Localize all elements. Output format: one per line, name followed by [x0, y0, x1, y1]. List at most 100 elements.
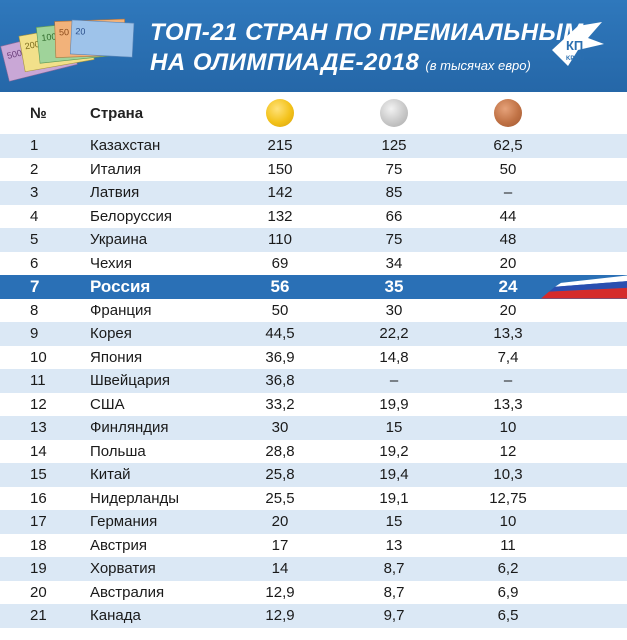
- gold-cell: 25,8: [265, 466, 295, 483]
- gold-cell: 17: [271, 536, 289, 554]
- rank-cell: 7: [30, 277, 40, 296]
- table-row: 14 Польша 28,8 19,2 12: [0, 439, 627, 463]
- country-cell: США: [90, 395, 125, 413]
- logo-text: КП: [566, 38, 583, 53]
- table-row: 21 Канада 12,9 9,7 6,5: [0, 604, 627, 628]
- country-cell: Италия: [90, 160, 142, 178]
- rank-cell: 15: [30, 466, 47, 483]
- silver-cell: 66: [385, 207, 403, 225]
- banknote-label: 50: [59, 27, 69, 37]
- silver-cell: 30: [385, 301, 403, 319]
- table-row: 4 Белоруссия 132 66 44: [0, 204, 627, 228]
- bronze-cell: 20: [499, 301, 517, 319]
- rank-cell: 2: [30, 160, 39, 178]
- gold-cell: 56: [270, 277, 290, 296]
- bronze-cell: 50: [499, 160, 517, 178]
- bronze-cell: 24: [498, 277, 518, 296]
- silver-cell: 15: [385, 419, 403, 436]
- country-cell: Австрия: [90, 536, 148, 554]
- rank-cell: 12: [30, 395, 47, 413]
- rank-cell: 6: [30, 254, 39, 272]
- silver-cell: 9,7: [383, 607, 405, 624]
- gold-cell: 142: [267, 184, 293, 201]
- bronze-cell: 20: [499, 254, 517, 272]
- table-row: 15 Китай 25,8 19,4 10,3: [0, 463, 627, 487]
- bronze-cell: 6,5: [497, 607, 519, 624]
- silver-cell: 15: [385, 513, 403, 530]
- banknote-label: 200: [24, 39, 41, 51]
- column-headers: № Страна: [0, 92, 627, 134]
- gold-cell: 25,5: [265, 489, 295, 507]
- table-row: 11 Швейцария 36,8 – –: [0, 369, 627, 393]
- country-cell: Казахстан: [90, 137, 161, 154]
- country-header: Страна: [90, 105, 144, 122]
- rank-cell: 3: [30, 184, 39, 201]
- silver-cell: 19,1: [379, 489, 409, 507]
- gold-cell: 36,8: [265, 372, 295, 389]
- rank-cell: 20: [30, 583, 47, 601]
- gold-cell: 36,9: [265, 348, 295, 366]
- gold-cell: 20: [271, 513, 289, 530]
- gold-cell: 215: [267, 137, 293, 154]
- country-cell: Белоруссия: [90, 207, 172, 225]
- rank-cell: 9: [30, 325, 39, 342]
- table-row: 3 Латвия 142 85 –: [0, 181, 627, 205]
- table-row: 1 Казахстан 215 125 62,5: [0, 134, 627, 158]
- country-cell: Россия: [90, 277, 151, 296]
- bronze-cell: –: [503, 184, 513, 201]
- gold-medal-icon: [266, 99, 294, 127]
- russian-flag-icon: [541, 275, 627, 299]
- silver-cell: 19,2: [379, 442, 409, 460]
- silver-cell: 14,8: [379, 348, 409, 366]
- table-row: 19 Хорватия 14 8,7 6,2: [0, 557, 627, 581]
- silver-cell: 22,2: [379, 325, 409, 342]
- silver-cell: 34: [385, 254, 403, 272]
- gold-cell: 30: [271, 419, 289, 436]
- rank-cell: 21: [30, 607, 47, 624]
- chart-title: ТОП-21 СТРАН ПО ПРЕМИАЛЬНЫМ НА ОЛИМПИАДЕ…: [150, 18, 584, 81]
- title-line-1: ТОП-21 СТРАН ПО ПРЕМИАЛЬНЫМ: [150, 19, 584, 46]
- table-row: 17 Германия 20 15 10: [0, 510, 627, 534]
- gold-cell: 28,8: [265, 442, 295, 460]
- country-cell: Австралия: [90, 583, 165, 601]
- table-row: 18 Австрия 17 13 11: [0, 533, 627, 557]
- country-cell: Финляндия: [90, 419, 169, 436]
- bronze-cell: 12,75: [489, 489, 527, 507]
- country-cell: Польша: [90, 442, 146, 460]
- bronze-cell: 6,9: [497, 583, 519, 601]
- silver-medal-icon: [380, 99, 408, 127]
- silver-cell: 125: [381, 137, 407, 154]
- country-cell: Франция: [90, 301, 152, 319]
- bronze-cell: –: [503, 372, 513, 389]
- bronze-cell: 6,2: [497, 560, 519, 577]
- title-line-2: НА ОЛИМПИАДЕ-2018: [150, 49, 420, 76]
- bronze-cell: 7,4: [497, 348, 519, 366]
- banknote-label: 100: [41, 31, 57, 43]
- banknote-label: 20: [75, 26, 86, 37]
- gold-cell: 150: [267, 160, 293, 178]
- country-cell: Латвия: [90, 184, 140, 201]
- bronze-cell: 10: [499, 513, 517, 530]
- table-body: 1 Казахстан 215 125 62,5 2 Италия 150 75 50 3 Латви…: [0, 134, 627, 628]
- chart-subtitle: (в тысячах евро): [425, 58, 531, 73]
- rank-cell: 14: [30, 442, 47, 460]
- silver-cell: 35: [384, 277, 404, 296]
- silver-cell: 75: [385, 231, 403, 248]
- rank-cell: 8: [30, 301, 39, 319]
- gold-cell: 69: [271, 254, 289, 272]
- table-row: 6 Чехия 69 34 20: [0, 251, 627, 275]
- kp-logo-icon: КП KP.RU: [552, 22, 604, 66]
- country-cell: Япония: [90, 348, 143, 366]
- gold-cell: 110: [268, 231, 292, 248]
- country-cell: Германия: [90, 513, 158, 530]
- silver-cell: 75: [385, 160, 403, 178]
- bronze-cell: 62,5: [493, 137, 523, 154]
- gold-cell: 12,9: [265, 583, 295, 601]
- rank-cell: 5: [30, 231, 39, 248]
- table-row: 20 Австралия 12,9 8,7 6,9: [0, 580, 627, 604]
- country-cell: Корея: [90, 325, 132, 342]
- bronze-cell: 48: [499, 231, 517, 248]
- table-row: 9 Корея 44,5 22,2 13,3: [0, 322, 627, 346]
- bronze-cell: 44: [499, 207, 517, 225]
